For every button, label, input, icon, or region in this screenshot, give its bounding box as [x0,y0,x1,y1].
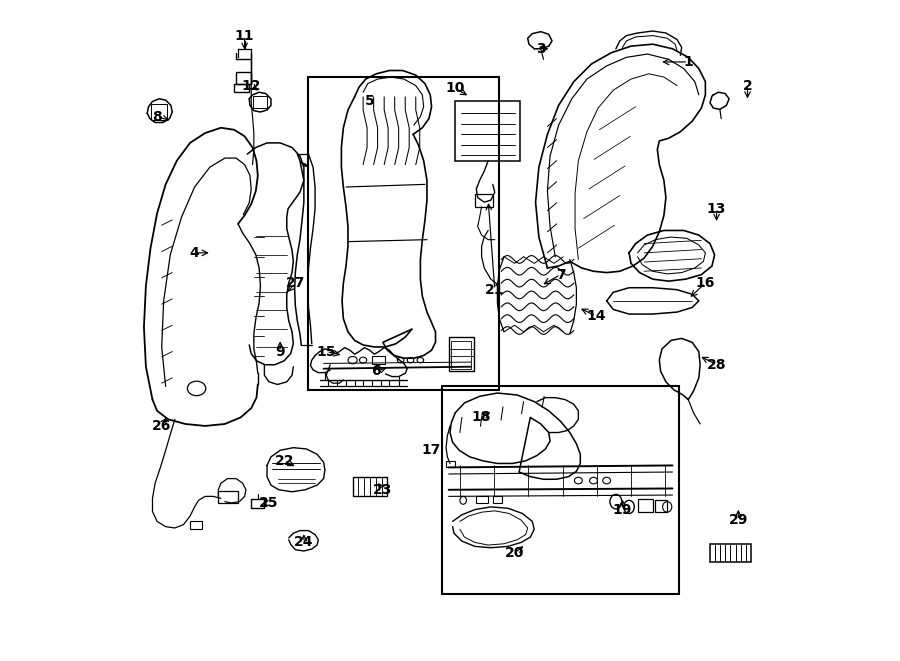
Bar [455,101,520,161]
Bar [234,84,248,93]
Text: 2: 2 [742,79,752,93]
Text: 14: 14 [587,309,606,323]
Text: 22: 22 [274,454,294,468]
Bar [251,499,265,508]
Text: 1: 1 [683,55,693,69]
Bar [253,96,267,108]
Text: 23: 23 [374,483,392,497]
Bar [353,477,387,496]
Text: 16: 16 [696,276,716,290]
Bar [710,544,751,563]
Bar [236,72,250,84]
Text: 9: 9 [275,344,285,358]
Bar [638,499,652,512]
Bar [449,337,473,371]
Text: 27: 27 [285,276,305,290]
Text: 18: 18 [472,410,491,424]
Text: 11: 11 [235,28,255,42]
Text: 17: 17 [422,444,441,457]
Bar [219,491,238,503]
Bar [655,500,667,512]
Text: 19: 19 [613,502,632,516]
Text: 24: 24 [294,535,313,549]
Text: 4: 4 [190,246,200,260]
Text: 20: 20 [505,546,524,560]
Bar [190,522,202,529]
Text: 8: 8 [152,110,162,124]
Bar [151,104,167,120]
Bar [373,356,385,364]
Text: 12: 12 [241,79,261,93]
Text: 29: 29 [729,513,748,527]
Bar [451,341,471,369]
Bar [446,461,455,467]
Text: 21: 21 [485,283,505,297]
Text: 13: 13 [706,202,726,215]
Text: 5: 5 [364,95,374,108]
Text: 6: 6 [372,364,381,378]
Bar [442,387,680,594]
Text: 7: 7 [556,268,565,282]
Bar [493,496,502,503]
Text: 3: 3 [536,42,545,56]
Text: 25: 25 [259,496,279,510]
Text: 15: 15 [317,344,336,358]
Bar [475,194,493,207]
Bar [309,77,500,390]
Text: 26: 26 [152,419,171,433]
Text: 10: 10 [446,81,465,95]
Text: 28: 28 [706,358,726,371]
Bar [476,496,488,503]
